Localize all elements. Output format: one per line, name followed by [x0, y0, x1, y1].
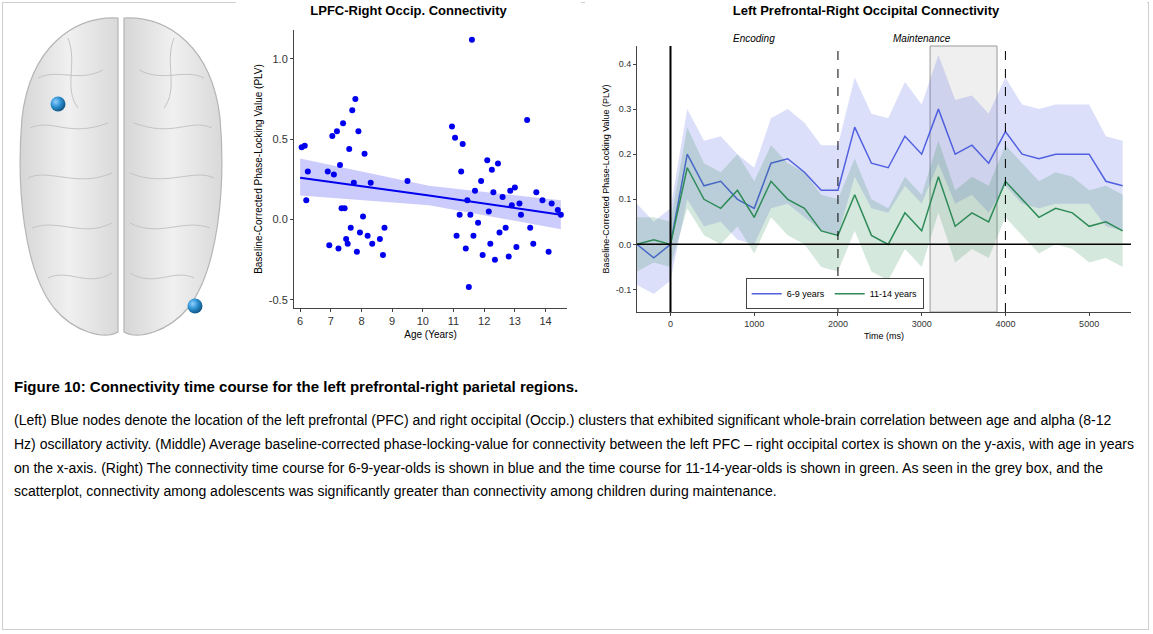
svg-text:6: 6	[297, 315, 303, 327]
svg-text:8: 8	[358, 315, 364, 327]
svg-text:0.0: 0.0	[619, 240, 632, 250]
svg-text:0.1: 0.1	[619, 194, 632, 204]
svg-text:4000: 4000	[995, 319, 1015, 329]
svg-text:11: 11	[448, 315, 459, 327]
svg-text:1.0: 1.0	[273, 53, 288, 65]
svg-text:3000: 3000	[912, 319, 932, 329]
svg-text:Baseline-Corrected Phase-Locki: Baseline-Corrected Phase-Locking Value (…	[601, 85, 611, 274]
svg-text:13: 13	[509, 315, 521, 327]
svg-text:6-9 years: 6-9 years	[787, 289, 825, 299]
svg-text:Time (ms): Time (ms)	[864, 331, 904, 341]
svg-text:12: 12	[478, 315, 490, 327]
svg-text:1000: 1000	[744, 319, 764, 329]
svg-text:Encoding: Encoding	[733, 33, 775, 44]
svg-text:Baseline-Corrected Phase-Locki: Baseline-Corrected Phase-Locking Value (…	[253, 64, 264, 274]
svg-text:11-14 years: 11-14 years	[870, 289, 917, 299]
svg-text:LPFC-Right Occip. Connectivity: LPFC-Right Occip. Connectivity	[310, 3, 507, 18]
svg-text:0: 0	[668, 319, 673, 329]
svg-text:5000: 5000	[1079, 319, 1099, 329]
svg-text:Maintenance: Maintenance	[893, 33, 951, 44]
svg-text:14: 14	[539, 315, 551, 327]
svg-text:Age (Years): Age (Years)	[404, 329, 456, 340]
svg-text:0.0: 0.0	[273, 213, 288, 225]
svg-text:Left Prefrontal-Right Occipita: Left Prefrontal-Right Occipital Connecti…	[733, 3, 1000, 18]
html-text:(Left) Blue nodes denote the l: (Left) Blue nodes denote the location of…	[14, 412, 1134, 500]
svg-text:0.2: 0.2	[619, 149, 632, 159]
svg-text:0.3: 0.3	[619, 104, 632, 114]
svg-text:9: 9	[389, 315, 395, 327]
svg-text:2000: 2000	[828, 319, 848, 329]
svg-text:-0.1: -0.1	[616, 285, 632, 295]
svg-text:10: 10	[417, 315, 429, 327]
svg-text:0.4: 0.4	[619, 59, 632, 69]
svg-text:-0.5: -0.5	[269, 294, 288, 306]
html-text:Figure 10: Connectivity time c: Figure 10: Connectivity time course for …	[14, 378, 579, 395]
svg-text:0.5: 0.5	[273, 133, 288, 145]
svg-text:7: 7	[328, 315, 334, 327]
